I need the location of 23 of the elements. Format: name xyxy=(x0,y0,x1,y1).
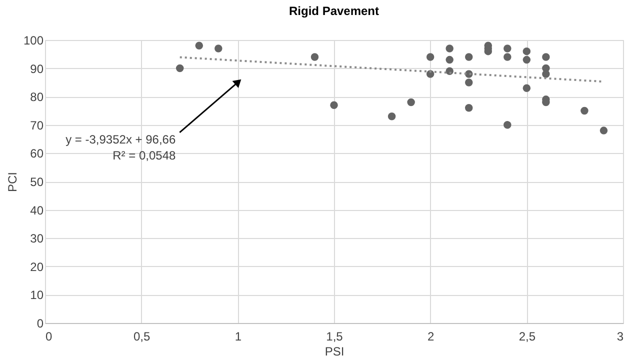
x-tick-label: 2,5 xyxy=(518,330,536,344)
x-tick-label: 3 xyxy=(616,330,624,344)
chart-title: Rigid Pavement xyxy=(288,4,380,18)
y-tick-label: 30 xyxy=(30,232,44,246)
y-axis-title: PCI xyxy=(5,172,20,192)
x-axis-title: PSI xyxy=(324,344,344,358)
annotation: y = -3,9352x + 96,66 xyxy=(66,132,176,146)
y-tick-label: 20 xyxy=(30,260,44,274)
y-tick-label: 100 xyxy=(23,34,44,48)
y-tick-label: 10 xyxy=(30,288,44,302)
annotation: R² = 0,0548 xyxy=(112,148,176,162)
y-tick-label: 80 xyxy=(30,90,44,104)
y-tick-label: 70 xyxy=(30,118,44,132)
x-tick-label: 1,5 xyxy=(326,330,344,344)
y-tick-label: 0 xyxy=(36,316,44,330)
y-tick-label: 90 xyxy=(30,62,44,76)
y-tick-label: 50 xyxy=(30,175,44,189)
x-tick-label: 2 xyxy=(427,330,434,344)
x-tick-label: 0 xyxy=(46,330,52,344)
x-tick-label: 1 xyxy=(234,330,242,344)
y-tick-label: 60 xyxy=(30,146,44,161)
y-tick-label: 40 xyxy=(30,203,44,218)
x-tick-label: 0,5 xyxy=(133,330,150,344)
